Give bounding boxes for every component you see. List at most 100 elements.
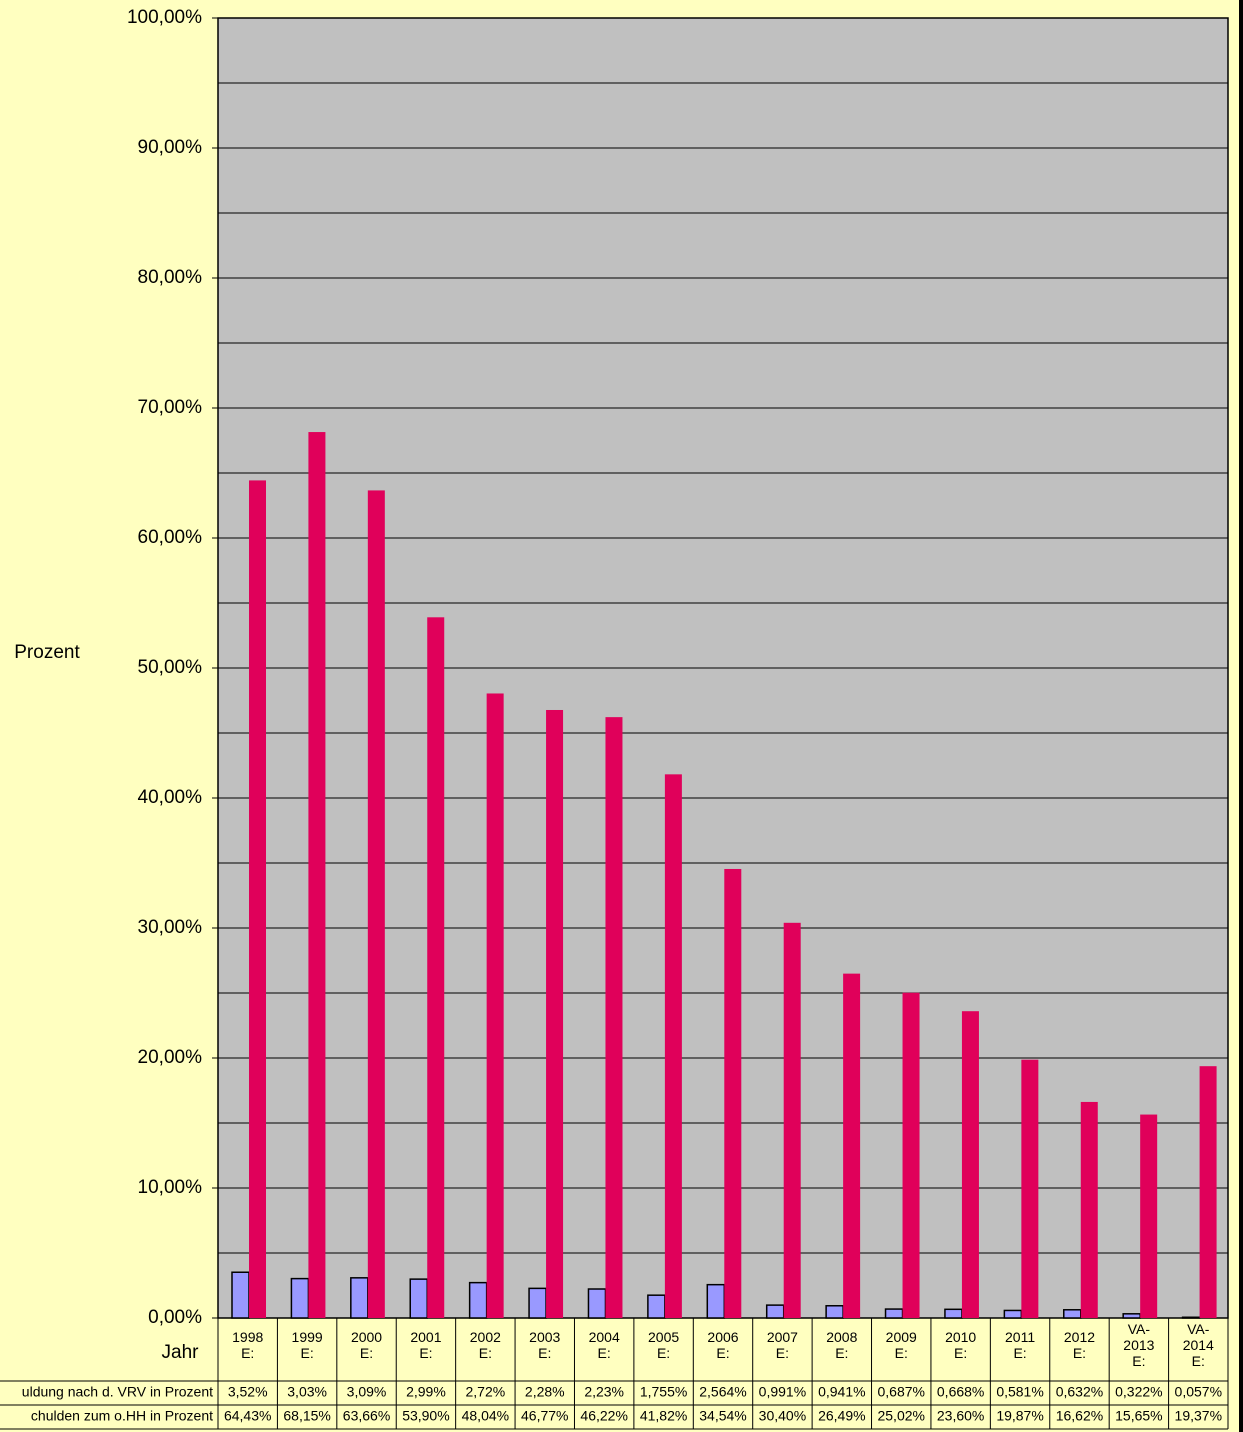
- x-tick-label: 2009 E:: [886, 1329, 917, 1361]
- bar: [605, 717, 623, 1318]
- y-tick-label: 50,00%: [138, 657, 203, 678]
- x-tick-label: 2010 E:: [945, 1329, 976, 1361]
- table-cell: 0,632%: [1056, 1384, 1103, 1400]
- table-cell: 3,09%: [347, 1384, 387, 1400]
- bar: [1122, 1313, 1141, 1319]
- x-tick-label: 2004 E:: [589, 1329, 620, 1361]
- y-tick-label: 40,00%: [138, 787, 203, 808]
- bar: [783, 922, 801, 1318]
- table-cell: 26,49%: [818, 1408, 865, 1424]
- table-cell: 23,60%: [937, 1408, 984, 1424]
- bar: [843, 973, 861, 1318]
- frame-edge: [1239, 0, 1243, 1432]
- table-cell: 25,02%: [877, 1408, 924, 1424]
- x-tick-label: 2003 E:: [529, 1329, 560, 1361]
- table-cell: 0,687%: [877, 1384, 924, 1400]
- table-cell: 2,28%: [525, 1384, 565, 1400]
- table-cell: 0,057%: [1175, 1384, 1222, 1400]
- x-tick-label: 2008 E:: [826, 1329, 857, 1361]
- table-cell: 41,82%: [640, 1408, 687, 1424]
- x-tick-label: 2007 E:: [767, 1329, 798, 1361]
- bar: [367, 490, 385, 1318]
- x-tick-label: 2011 E:: [1005, 1329, 1035, 1361]
- x-tick-label: 2006 E:: [707, 1329, 738, 1361]
- table-cell: 2,23%: [584, 1384, 624, 1400]
- bar: [825, 1305, 844, 1319]
- x-tick-label: 2012 E:: [1064, 1329, 1095, 1361]
- x-tick-label: 2001 E:: [410, 1329, 441, 1361]
- x-tick-label: 1998 E:: [232, 1329, 263, 1361]
- bar: [1080, 1101, 1098, 1318]
- x-tick-label: 1999 E:: [292, 1329, 323, 1361]
- y-tick-label: 60,00%: [138, 527, 203, 548]
- y-tick-label: 0,00%: [148, 1307, 202, 1328]
- legend-label: chulden zum o.HH in Prozent: [31, 1408, 213, 1424]
- bar: [765, 1304, 785, 1319]
- table-cell: 2,564%: [699, 1384, 746, 1400]
- bar: [587, 1288, 607, 1319]
- table-cell: 19,87%: [996, 1408, 1043, 1424]
- table-cell: 46,22%: [580, 1408, 627, 1424]
- y-tick-label: 90,00%: [138, 137, 203, 158]
- y-tick-label: 30,00%: [138, 917, 203, 938]
- bar: [468, 1281, 488, 1319]
- bar: [1181, 1316, 1201, 1319]
- bar: [1021, 1059, 1039, 1318]
- bar: [961, 1011, 979, 1318]
- x-tick-label: 2002 E:: [470, 1329, 501, 1361]
- bar: [706, 1283, 726, 1319]
- bar: [290, 1277, 310, 1319]
- bar: [884, 1308, 904, 1319]
- x-tick-label: VA-2014 E:: [1183, 1321, 1214, 1369]
- table-cell: 19,37%: [1175, 1408, 1222, 1424]
- y-tick-label: 80,00%: [138, 267, 203, 288]
- bar: [1199, 1066, 1217, 1318]
- bar: [1140, 1114, 1158, 1318]
- table-cell: 0,322%: [1115, 1384, 1162, 1400]
- bar: [902, 992, 920, 1318]
- bar: [308, 432, 326, 1318]
- x-tick-label: 2005 E:: [648, 1329, 679, 1361]
- table-cell: 2,99%: [406, 1384, 446, 1400]
- bar: [944, 1308, 963, 1319]
- table-cell: 68,15%: [283, 1408, 330, 1424]
- bar: [231, 1271, 250, 1319]
- bar: [546, 709, 564, 1318]
- table-cell: 16,62%: [1056, 1408, 1103, 1424]
- table-cell: 3,03%: [287, 1384, 327, 1400]
- bar: [528, 1287, 547, 1319]
- legend-label: uldung nach d. VRV in Prozent: [22, 1384, 213, 1400]
- x-tick-label: VA-2013 E:: [1123, 1321, 1154, 1369]
- table-cell: 53,90%: [402, 1408, 449, 1424]
- y-tick-label: 20,00%: [138, 1047, 203, 1068]
- y-axis-label: Prozent: [14, 642, 80, 663]
- bar: [486, 693, 504, 1318]
- table-cell: 15,65%: [1115, 1408, 1162, 1424]
- bar: [1003, 1309, 1023, 1319]
- table-cell: 0,941%: [818, 1384, 865, 1400]
- bar: [664, 774, 682, 1318]
- table-cell: 30,40%: [759, 1408, 806, 1424]
- table-cell: 34,54%: [699, 1408, 746, 1424]
- bar: [409, 1278, 428, 1319]
- table-cell: 63,66%: [343, 1408, 390, 1424]
- x-axis-label: Jahr: [162, 1342, 200, 1363]
- table-cell: 0,581%: [996, 1384, 1043, 1400]
- bar: [647, 1294, 666, 1319]
- y-tick-label: 70,00%: [138, 397, 203, 418]
- table-cell: 46,77%: [521, 1408, 568, 1424]
- y-tick-label: 10,00%: [138, 1177, 203, 1198]
- table-cell: 2,72%: [466, 1384, 506, 1400]
- bar: [249, 480, 266, 1318]
- bar: [427, 617, 445, 1318]
- table-cell: 48,04%: [462, 1408, 509, 1424]
- x-tick-label: 2000 E:: [351, 1329, 382, 1361]
- bar: [1063, 1309, 1082, 1319]
- table-cell: 0,991%: [759, 1384, 806, 1400]
- bar: [724, 868, 742, 1318]
- table-cell: 64,43%: [224, 1408, 271, 1424]
- bar: [350, 1277, 369, 1319]
- table-cell: 0,668%: [937, 1384, 984, 1400]
- y-tick-label: 100,00%: [127, 7, 202, 28]
